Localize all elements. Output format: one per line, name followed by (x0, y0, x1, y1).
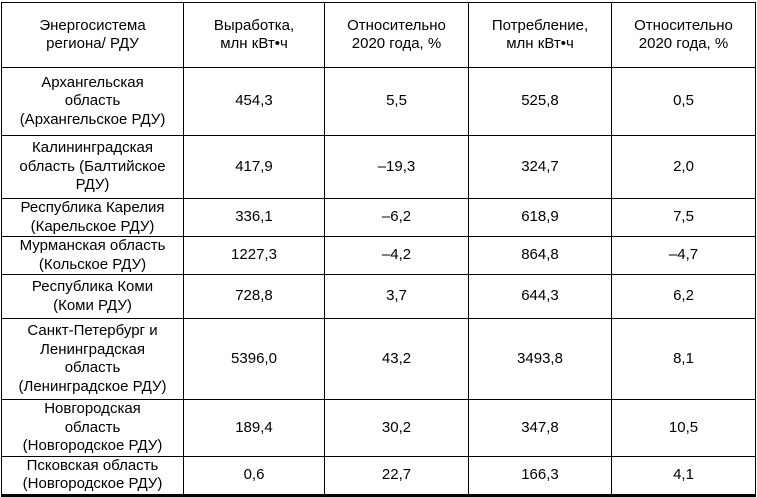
consumption-vs-2020-cell: –4,7 (611, 236, 756, 275)
generation-cell: 1227,3 (183, 236, 325, 275)
consumption-cell: 3493,8 (468, 318, 612, 400)
consumption-vs-2020-cell: 2,0 (611, 135, 756, 199)
column-header-region: Энергосистема региона/ РДУ (1, 2, 184, 68)
column-header-generation: Выработка, млн кВт•ч (183, 2, 325, 68)
consumption-vs-2020-cell: 7,5 (611, 198, 756, 237)
consumption-vs-2020-cell: 10,5 (611, 399, 756, 457)
generation-vs-2020-cell: 3,7 (324, 274, 469, 319)
consumption-vs-2020-cell: 6,2 (611, 274, 756, 319)
table-row: Санкт-Петербург и Ленинградская область … (1, 318, 756, 400)
table-body: Архангельская область (Архангельское РДУ… (1, 67, 756, 496)
generation-cell: 417,9 (183, 135, 325, 199)
generation-cell: 189,4 (183, 399, 325, 457)
consumption-cell: 525,8 (468, 67, 612, 136)
region-cell: Псковская область (Новгородское РДУ) (1, 455, 184, 496)
region-cell: Республика Коми (Коми РДУ) (1, 274, 184, 319)
generation-vs-2020-cell: –6,2 (324, 198, 469, 237)
column-header-consumption-vs-2020: Относительно 2020 года, % (611, 2, 756, 68)
consumption-vs-2020-cell: 0,5 (611, 67, 756, 136)
generation-vs-2020-cell: 30,2 (324, 399, 469, 457)
header-row: Энергосистема региона/ РДУ Выработка, мл… (1, 2, 756, 68)
region-cell: Новгородская область (Новгородское РДУ) (1, 399, 184, 457)
consumption-vs-2020-cell: 8,1 (611, 318, 756, 400)
generation-cell: 5396,0 (183, 318, 325, 400)
generation-vs-2020-cell: –4,2 (324, 236, 469, 275)
column-header-generation-vs-2020: Относительно 2020 года, % (324, 2, 469, 68)
table-row: Новгородская область (Новгородское РДУ) … (1, 399, 756, 457)
consumption-cell: 324,7 (468, 135, 612, 199)
table-row: Архангельская область (Архангельское РДУ… (1, 67, 756, 136)
generation-vs-2020-cell: –19,3 (324, 135, 469, 199)
consumption-vs-2020-cell: 4,1 (611, 455, 756, 496)
region-cell: Архангельская область (Архангельское РДУ… (1, 67, 184, 136)
region-cell: Мурманская область (Кольское РДУ) (1, 236, 184, 275)
generation-cell: 728,8 (183, 274, 325, 319)
generation-vs-2020-cell: 22,7 (324, 455, 469, 496)
region-cell: Республика Карелия (Карельское РДУ) (1, 198, 184, 237)
generation-cell: 0,6 (183, 455, 325, 496)
table-row: Республика Коми (Коми РДУ) 728,8 3,7 644… (1, 274, 756, 319)
consumption-cell: 618,9 (468, 198, 612, 237)
generation-vs-2020-cell: 5,5 (324, 67, 469, 136)
consumption-cell: 166,3 (468, 455, 612, 496)
table-row: Калининградская область (Балтийское РДУ)… (1, 135, 756, 199)
column-header-consumption: Потребление, млн кВт•ч (468, 2, 612, 68)
generation-cell: 336,1 (183, 198, 325, 237)
consumption-cell: 644,3 (468, 274, 612, 319)
table-header: Энергосистема региона/ РДУ Выработка, мл… (1, 2, 756, 68)
generation-cell: 454,3 (183, 67, 325, 136)
generation-vs-2020-cell: 43,2 (324, 318, 469, 400)
table-row: Мурманская область (Кольское РДУ) 1227,3… (1, 236, 756, 275)
region-cell: Калининградская область (Балтийское РДУ) (1, 135, 184, 199)
region-cell: Санкт-Петербург и Ленинградская область … (1, 318, 184, 400)
table-row: Республика Карелия (Карельское РДУ) 336,… (1, 198, 756, 237)
table-row: Псковская область (Новгородское РДУ) 0,6… (1, 455, 756, 496)
consumption-cell: 864,8 (468, 236, 612, 275)
consumption-cell: 347,8 (468, 399, 612, 457)
